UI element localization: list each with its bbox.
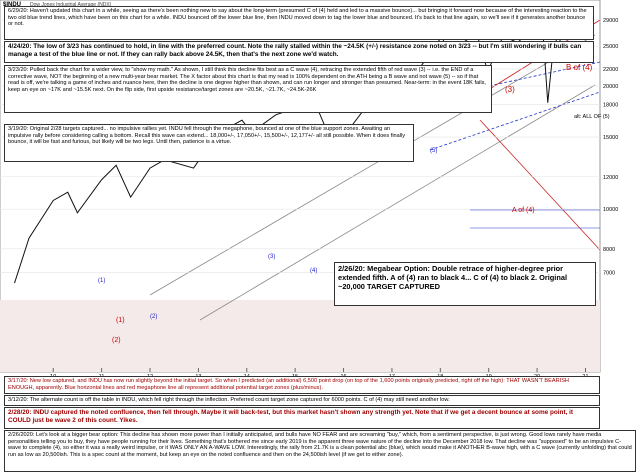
y-tick-label: 10000 [603, 207, 618, 213]
y-tick-label: 15000 [603, 135, 618, 141]
wave-label: (2) [150, 314, 157, 320]
wave-label: B of (4) [566, 63, 593, 72]
note: 3/17/20: New low captured, and INDU has … [4, 376, 600, 394]
y-tick-label: 20000 [603, 84, 618, 90]
note: 3/12/20: The alternate count is off the … [4, 395, 600, 406]
note: 6/29/20: Haven't updated this chart in a… [4, 6, 594, 40]
note: 2/26/20: Megabear Option: Double retrace… [334, 262, 596, 306]
y-tick-label: 29000 [603, 18, 618, 24]
volume-panel [0, 300, 600, 372]
note: 4/24/20: The low of 3/23 has continued t… [4, 41, 594, 63]
wave-label: alt: ALL OF (5) [574, 114, 610, 120]
note: 3/19/20: Original 2/28 targets captured.… [4, 124, 414, 162]
chart-title: $INDU [3, 2, 21, 8]
note: 2/26/2020: Let's look at a bigger bear o… [4, 430, 636, 472]
note: 2/28/20: INDU captured the noted conflue… [4, 407, 600, 429]
y-tick-label: 25000 [603, 44, 618, 50]
wave-label: (3) [505, 85, 515, 94]
y-tick-label: 22000 [603, 67, 618, 73]
wave-label: (1) [98, 278, 105, 284]
wave-label: (3) [268, 254, 275, 260]
wave-label: (1) [116, 317, 125, 324]
wave-label: (5) [430, 148, 437, 154]
y-tick-label: 7000 [603, 271, 615, 277]
wave-label: (4) [310, 268, 317, 274]
y-tick-label: 8000 [603, 247, 615, 253]
y-tick-label: 18000 [603, 103, 618, 109]
chart-subtitle: Dow Jones Industrial Average (NDX) [30, 2, 112, 8]
wave-label: A of (4) [512, 207, 535, 214]
note: 3/23/20: Pulled back the chart for a wid… [4, 65, 492, 113]
wave-label: (2) [112, 337, 121, 344]
y-tick-label: 12000 [603, 175, 618, 181]
